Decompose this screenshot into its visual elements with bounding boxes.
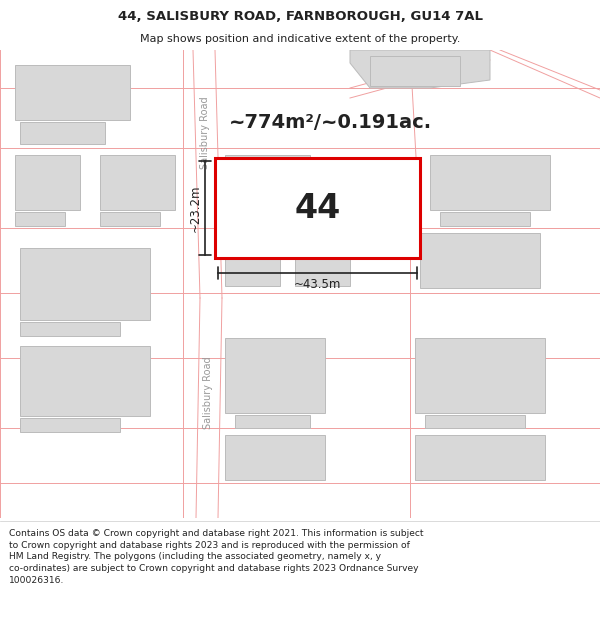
Bar bbox=[15, 65, 130, 120]
Bar bbox=[440, 212, 530, 226]
Bar bbox=[420, 233, 540, 288]
Bar bbox=[225, 241, 280, 286]
Bar bbox=[225, 155, 310, 210]
Text: 44, SALISBURY ROAD, FARNBOROUGH, GU14 7AL: 44, SALISBURY ROAD, FARNBOROUGH, GU14 7A… bbox=[118, 10, 482, 23]
Bar bbox=[225, 338, 325, 413]
Bar bbox=[100, 155, 175, 210]
Bar bbox=[370, 56, 460, 86]
Bar bbox=[20, 248, 150, 320]
Bar bbox=[295, 241, 350, 286]
Text: Salisbury Road: Salisbury Road bbox=[200, 97, 210, 169]
Bar bbox=[20, 122, 105, 144]
Bar bbox=[415, 338, 545, 413]
Bar bbox=[20, 322, 120, 336]
Text: Salisbury Road: Salisbury Road bbox=[203, 357, 213, 429]
Text: ~774m²/~0.191ac.: ~774m²/~0.191ac. bbox=[229, 114, 431, 132]
Bar bbox=[15, 155, 80, 210]
Text: 44: 44 bbox=[295, 191, 341, 224]
Text: Contains OS data © Crown copyright and database right 2021. This information is : Contains OS data © Crown copyright and d… bbox=[9, 529, 424, 585]
Bar bbox=[215, 158, 420, 258]
Bar bbox=[425, 415, 525, 428]
Bar bbox=[100, 212, 160, 226]
Bar bbox=[15, 212, 65, 226]
Text: Map shows position and indicative extent of the property.: Map shows position and indicative extent… bbox=[140, 34, 460, 44]
Bar bbox=[225, 212, 290, 226]
Bar bbox=[430, 155, 550, 210]
Polygon shape bbox=[350, 50, 490, 88]
Bar bbox=[20, 418, 120, 432]
Text: ~43.5m: ~43.5m bbox=[294, 278, 341, 291]
Text: ~23.2m: ~23.2m bbox=[189, 184, 202, 232]
Bar bbox=[235, 415, 310, 428]
Bar bbox=[225, 435, 325, 480]
Bar bbox=[415, 435, 545, 480]
Bar bbox=[20, 346, 150, 416]
